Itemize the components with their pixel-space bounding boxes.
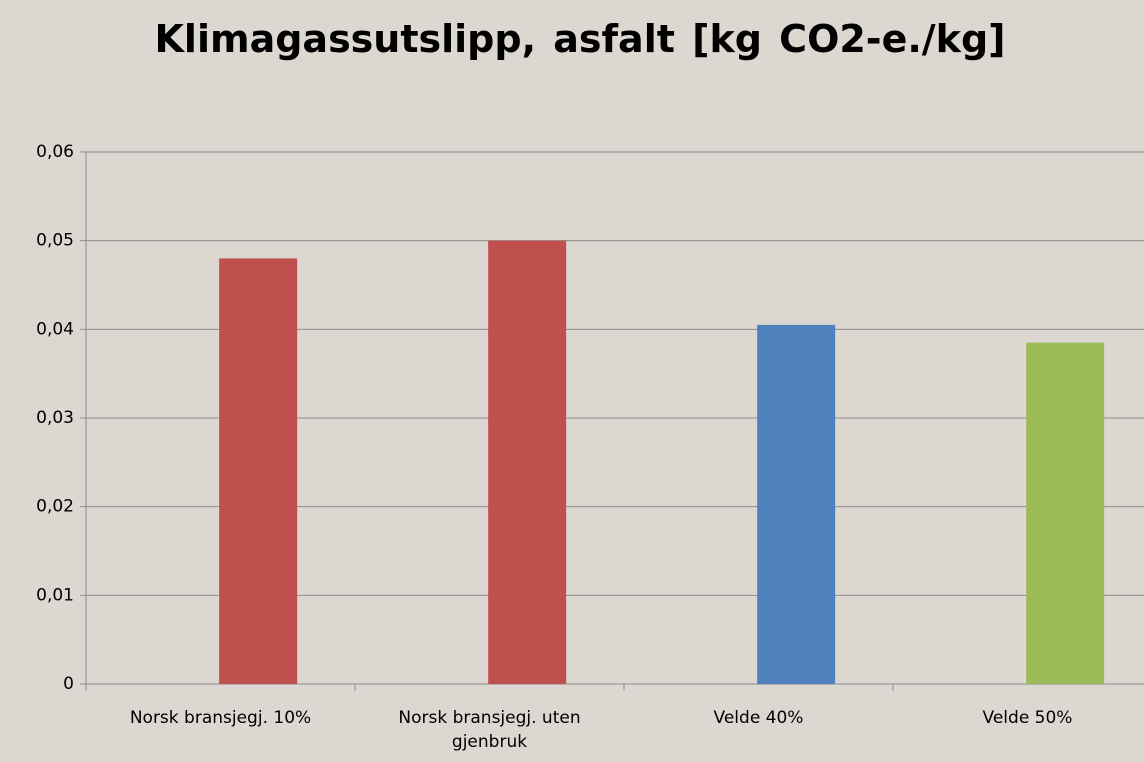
bar (219, 258, 298, 684)
chart-title: Klimagassutslipp, asfalt [kg CO2-e./kg] (154, 17, 1006, 61)
bar (757, 324, 836, 684)
x-tick-label: Norsk bransjegj. uten gjenbruk (398, 708, 581, 752)
y-tick-label: 0 (63, 674, 74, 694)
y-tick-label: 0,06 (36, 142, 74, 162)
bar (488, 240, 567, 684)
y-tick-label: 0,02 (36, 497, 74, 517)
x-tick-label: Norsk bransjegj. 10% (129, 708, 312, 728)
x-tick-label: Velde 40% (713, 708, 804, 728)
x-tick-label: Velde 50% (982, 708, 1073, 728)
y-tick-label: 0,04 (36, 319, 74, 339)
y-tick-label: 0,05 (36, 231, 74, 251)
y-tick-label: 0,03 (36, 408, 74, 428)
bar (1026, 342, 1105, 684)
y-tick-label: 0,01 (36, 585, 74, 605)
